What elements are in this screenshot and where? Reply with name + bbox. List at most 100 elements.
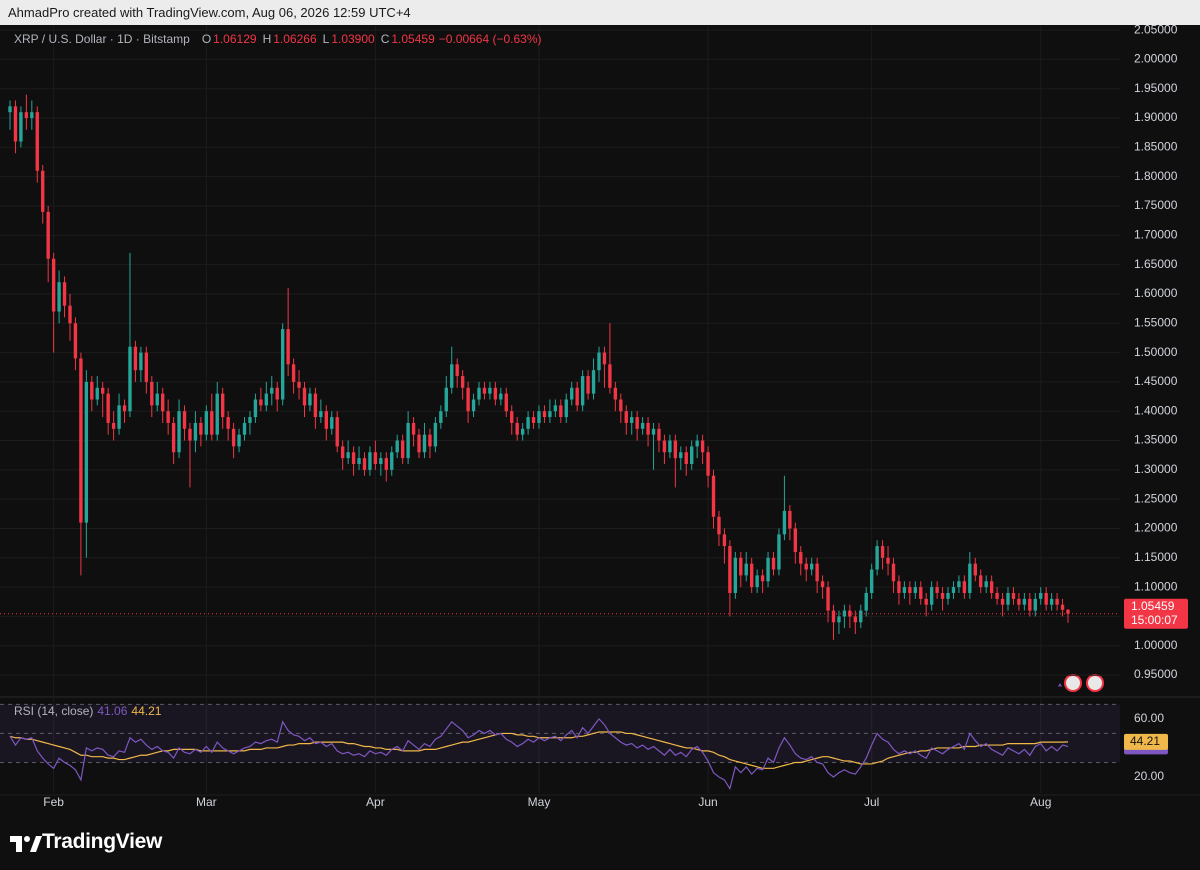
candle-body	[526, 417, 530, 429]
candle-body	[695, 440, 699, 447]
symbol-title: XRP / U.S. Dollar · 1D · Bitstamp	[14, 32, 190, 46]
candle-body	[1033, 598, 1037, 611]
candle-body	[340, 446, 345, 459]
candle-body	[139, 352, 143, 371]
candle-body	[771, 557, 776, 570]
logo-shape	[30, 836, 42, 852]
candle-body	[548, 411, 552, 418]
candle-body	[820, 581, 825, 588]
candle-body	[204, 411, 209, 435]
y-tick-label: 1.35000	[1134, 433, 1178, 447]
candle-body	[193, 422, 198, 441]
candle-body	[84, 381, 89, 523]
candle-body	[406, 422, 410, 459]
candle-body	[782, 510, 787, 535]
candle-body	[744, 563, 748, 576]
candle-body	[995, 592, 999, 599]
candle-body	[390, 452, 394, 470]
candle-body	[750, 563, 754, 588]
candle-body	[111, 422, 116, 429]
candle-body	[537, 411, 541, 423]
candle-body	[679, 452, 683, 459]
candle-body	[586, 376, 590, 394]
y-tick-label: 1.45000	[1134, 374, 1178, 388]
candle-body	[373, 452, 378, 464]
candle-body	[542, 411, 547, 418]
candle-body	[886, 557, 890, 564]
last-value-box	[1124, 733, 1168, 750]
candle-body	[1017, 598, 1021, 605]
candle-body	[989, 581, 994, 593]
ohlc-value: 1.06129	[213, 32, 257, 46]
candle-body	[564, 399, 568, 418]
candle-body	[57, 282, 61, 312]
candle-body	[531, 417, 536, 423]
candle-body	[482, 387, 487, 394]
y-tick-label: 1.15000	[1134, 550, 1178, 564]
candle-body	[809, 563, 814, 570]
candle-body	[466, 387, 470, 412]
candle-body	[488, 387, 492, 394]
y-tick-label: 1.65000	[1134, 257, 1178, 271]
candle-body	[13, 106, 18, 142]
event-icon	[1064, 674, 1082, 692]
y-tick-label: 1.95000	[1134, 81, 1178, 95]
candle-body	[793, 528, 798, 552]
candle-body	[68, 305, 72, 324]
candle-body	[608, 364, 612, 388]
candle-body	[215, 393, 219, 435]
brand-logo	[10, 836, 42, 852]
candle-body	[210, 411, 214, 435]
candle-body	[259, 399, 263, 406]
candle-body	[690, 446, 694, 464]
candle-body	[455, 364, 459, 377]
candle-body	[324, 411, 328, 429]
candle-body	[161, 393, 165, 412]
candle-body	[1028, 598, 1032, 611]
candle-body	[935, 587, 939, 593]
candle-body	[166, 411, 170, 423]
y-tick-label: 1.90000	[1134, 110, 1178, 124]
y-tick-label: 1.00000	[1134, 638, 1178, 652]
y-tick-label: 60.00	[1134, 711, 1164, 725]
last-price-label: 1.05459	[1131, 599, 1175, 613]
candle-body	[570, 387, 574, 400]
rsi-title: RSI (14, close)	[14, 704, 94, 718]
candle-body	[444, 387, 448, 412]
candle-body	[384, 458, 388, 470]
rsi-value: 41.06	[97, 704, 128, 718]
background	[0, 25, 1200, 870]
candle-body	[553, 405, 558, 412]
candle-body	[624, 411, 628, 423]
candle-body	[450, 364, 454, 388]
candle-body	[264, 393, 269, 406]
candle-body	[242, 422, 247, 435]
candle-body	[330, 417, 334, 429]
y-tick-label: 2.00000	[1134, 52, 1178, 66]
candle-body	[8, 106, 12, 113]
candle-body	[804, 563, 808, 570]
candle-body	[51, 258, 56, 312]
logo-shape	[24, 836, 30, 842]
candle-body	[101, 387, 105, 394]
candle-body	[362, 458, 367, 470]
candle-body	[30, 112, 34, 119]
candle-body	[1049, 598, 1054, 605]
candle-body	[286, 329, 290, 365]
ohlc-values: O 1.06129 H 1.06266 L 1.03900 C 1.05459	[198, 32, 435, 46]
candle-body	[837, 616, 841, 623]
candle-body	[979, 575, 983, 588]
candle-body	[902, 587, 907, 593]
candle-body	[646, 422, 650, 435]
candle-body	[919, 587, 923, 599]
candle-body	[946, 592, 950, 599]
candle-body	[313, 393, 318, 418]
candle-body	[199, 422, 203, 435]
candle-body	[831, 610, 836, 623]
candle-body	[499, 393, 503, 400]
x-tick-label: Mar	[196, 795, 217, 809]
y-tick-label: 1.85000	[1134, 140, 1178, 154]
y-tick-label: 1.30000	[1134, 462, 1178, 476]
candle-body	[144, 352, 149, 382]
